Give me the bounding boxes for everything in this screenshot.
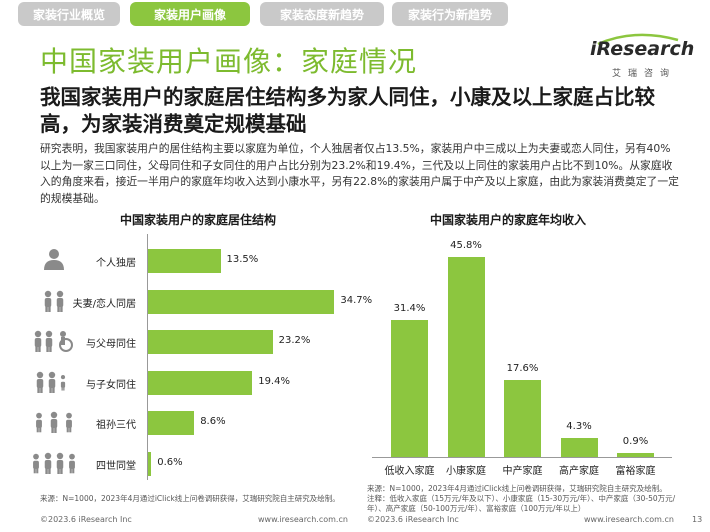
tab-attitude-trends[interactable]: 家装态度新趋势 — [260, 2, 384, 26]
footer-copyright-left: ©2023.6 iResearch Inc — [40, 515, 132, 524]
left-bar — [148, 249, 221, 273]
four-generations-icon — [30, 451, 80, 475]
left-bar-value-label: 8.6% — [200, 416, 226, 427]
iresearch-logo: iResearch 艾瑞咨询 — [590, 33, 694, 80]
left-bar-category-label: 与子女同住 — [86, 379, 136, 391]
left-bar-category-label: 个人独居 — [96, 258, 136, 269]
right-bar-value-label: 31.4% — [393, 302, 426, 314]
right-bar-value-label: 17.6% — [506, 363, 539, 375]
left-bar-value-label: 0.6% — [157, 456, 183, 468]
left-bar — [148, 289, 335, 314]
left-bar — [148, 330, 273, 354]
right-bar-value-label: 4.3% — [566, 421, 592, 433]
footer-website-right[interactable]: www.iresearch.com.cn — [584, 515, 674, 524]
three-generations-icon — [30, 410, 80, 434]
right-bar-category-label: 小康家庭 — [446, 466, 486, 477]
right-bar-category-label: 富裕家庭 — [615, 466, 656, 477]
right-bar — [447, 257, 485, 457]
left-bar — [148, 370, 253, 395]
left-bar-category-label: 与父母同住 — [86, 339, 136, 350]
footer-copyright-right: ©2023.6 iResearch Inc — [367, 515, 459, 524]
right-source-note: 来源：N=1000，2023年4月通过iClick线上问卷调研获得，艾瑞研究院自… — [367, 484, 687, 514]
right-bar-category-label: 低收入家庭 — [384, 466, 435, 477]
right-chart-title: 中国家装用户的家庭年均收入 — [430, 213, 587, 227]
right-bar-category-label: 高产家庭 — [559, 466, 599, 477]
right-bar — [560, 438, 598, 457]
tab-behavior-trends[interactable]: 家装行为新趋势 — [392, 2, 508, 26]
with-parents-icon — [30, 329, 80, 353]
right-bar-value-label: 0.9% — [622, 436, 649, 448]
right-bar-value-label: 45.8% — [450, 240, 482, 251]
couple-icon — [30, 289, 80, 313]
left-bar-value-label: 34.7% — [340, 294, 373, 306]
left-bar — [148, 411, 195, 435]
logo-subtitle: 艾瑞咨询 — [612, 69, 677, 79]
page-number: 13 — [692, 515, 703, 524]
with-children-icon — [30, 370, 80, 394]
right-note-line: 注释：低收入家庭（15万元/年及以下）、小康家庭（15-30万元/年）、中产家庭… — [367, 494, 676, 513]
section-tabs: 家装行业概览 家装用户画像 家装态度新趋势 家装行为新趋势 — [0, 0, 710, 30]
left-bar-category-label: 四世同堂 — [96, 460, 136, 472]
tab-industry-overview[interactable]: 家装行业概览 — [18, 2, 120, 26]
right-bar — [617, 453, 654, 457]
right-chart-axis — [372, 457, 672, 458]
footer-website-left[interactable]: www.iresearch.com.cn — [258, 515, 348, 524]
left-bar — [148, 451, 152, 476]
page-title: 中国家装用户画像：家庭情况 — [40, 45, 418, 78]
logo-swoosh-icon — [597, 33, 679, 46]
single-person-icon — [30, 248, 80, 272]
left-chart-axis — [147, 234, 148, 480]
right-source-line: 来源：N=1000，2023年4月通过iClick线上问卷调研获得，艾瑞研究院自… — [367, 484, 667, 493]
right-bar — [391, 319, 428, 457]
left-chart-title: 中国家装用户的家庭居住结构 — [120, 213, 277, 227]
left-source-note: 来源：N=1000，2023年4月通过iClick线上问卷调研获得，艾瑞研究院自… — [40, 494, 340, 503]
logo-brand: iResearch — [590, 38, 695, 60]
tab-user-profile[interactable]: 家装用户画像 — [130, 2, 250, 26]
headline: 我国家装用户的家庭居住结构多为家人同住，小康及以上家庭占比较高，为家装消费奠定规… — [40, 85, 655, 136]
intro-paragraph: 研究表明，我国家装用户的居住结构主要以家庭为单位，个人独居者仅占13.5%，家装… — [40, 142, 679, 205]
right-bar-category-label: 中产家庭 — [502, 466, 543, 477]
left-bar-value-label: 13.5% — [226, 254, 259, 265]
left-bar-value-label: 23.2% — [278, 335, 311, 346]
left-bar-value-label: 19.4% — [258, 375, 290, 387]
left-bar-category-label: 夫妻/恋人同居 — [72, 298, 136, 310]
left-bar-category-label: 祖孙三代 — [96, 420, 136, 431]
right-bar — [504, 380, 541, 457]
